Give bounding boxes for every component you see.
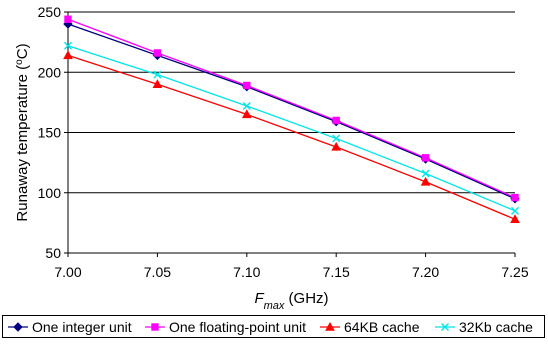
legend-marker	[325, 321, 335, 331]
marker-stroke	[153, 70, 162, 79]
series-line	[67, 18, 516, 199]
axis-labels: 50 100 150 200 250 7.00 7.05 7.10 7.15 7.20 7.25 Fm…	[14, 4, 529, 312]
x-tick-label: 7.05	[144, 264, 171, 280]
marker-stroke	[421, 169, 430, 178]
y-tick-label: 150	[38, 125, 62, 141]
data-point	[243, 81, 251, 90]
legend: One integer unit One floating-point unit 6…	[2, 315, 545, 338]
y-tick-label: 250	[38, 4, 62, 20]
legend-label: 64KB cache	[344, 319, 420, 335]
legend-label: One integer unit	[32, 319, 132, 335]
marker-stroke	[511, 206, 519, 215]
legend-label: 32Kb cache	[459, 319, 533, 335]
y-tick-label: 50	[45, 245, 61, 261]
data-point	[153, 70, 162, 79]
data-point	[242, 101, 251, 110]
legend-marker	[441, 323, 449, 331]
data-point	[64, 41, 72, 50]
marker-stroke	[441, 323, 449, 331]
legend-item: 64KB cache	[320, 319, 420, 335]
data-point	[331, 141, 342, 151]
marker-stroke	[332, 134, 341, 143]
series-4	[64, 41, 519, 215]
marker-stroke	[64, 41, 72, 50]
y-tick-label: 100	[38, 185, 62, 201]
x-tick-label: 7.10	[233, 264, 260, 280]
data-point	[64, 15, 72, 23]
legend-item: 32Kb cache	[435, 319, 533, 335]
legend-item: One floating-point unit	[145, 319, 306, 335]
data-point	[420, 176, 431, 186]
x-tick-label: 7.25	[501, 264, 528, 280]
series-line	[67, 45, 516, 212]
x-tick-label: 7.20	[412, 264, 439, 280]
gridlines	[68, 11, 515, 194]
series-line	[67, 54, 516, 220]
axes	[64, 11, 516, 257]
data-point	[241, 109, 252, 119]
marker-stroke	[242, 101, 251, 110]
x-tick-label: 7.15	[323, 264, 350, 280]
x-tick-label: 7.00	[54, 264, 81, 280]
legend-marker	[151, 323, 159, 331]
data-point	[511, 193, 519, 202]
series-3	[63, 50, 520, 223]
legend-item: One integer unit	[8, 319, 132, 335]
data-point	[421, 169, 430, 178]
data-point	[332, 116, 340, 125]
series	[63, 15, 520, 223]
data-point	[510, 214, 520, 223]
x-axis-label: Fmax (GHz)	[254, 290, 328, 312]
data-point	[421, 154, 430, 162]
data-point	[152, 79, 163, 88]
legend-box	[2, 315, 545, 338]
series-1	[63, 19, 520, 204]
data-point	[153, 49, 162, 57]
y-tick-label: 200	[38, 64, 62, 80]
series-2	[64, 15, 519, 202]
data-point	[63, 50, 73, 60]
data-point	[511, 206, 519, 215]
y-axis-label: Runaway temperature (oC)	[14, 43, 32, 221]
data-point	[332, 134, 341, 143]
legend-marker	[13, 322, 23, 332]
legend-label: One floating-point unit	[169, 319, 306, 335]
series-line	[67, 23, 516, 200]
